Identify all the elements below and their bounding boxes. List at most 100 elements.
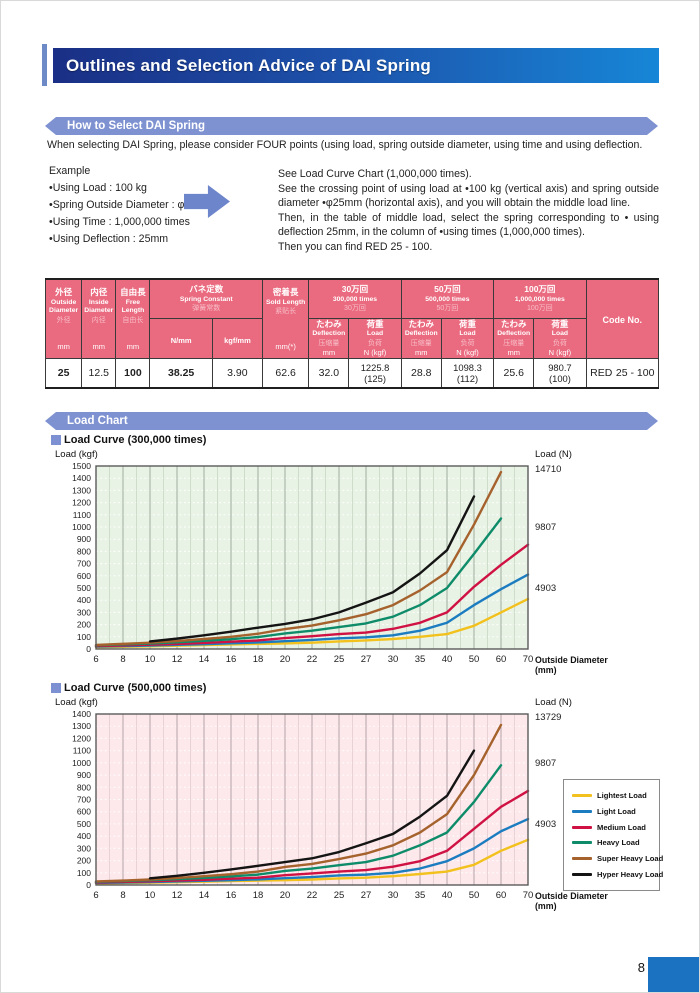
cell-inside-diameter: 12.5 [81, 358, 117, 389]
x-tick-label: 6 [93, 890, 98, 901]
x-tick-label: 40 [442, 890, 453, 901]
y-tick-label: 1000 [72, 522, 91, 532]
sub-header-deflection: たわみ Deflection 压缩量 mm [400, 317, 442, 360]
cell-n-mm: 38.25 [149, 358, 213, 389]
example-item: •Spring Outside Diameter : φ25mm [49, 199, 214, 211]
blue-square-icon [51, 683, 61, 693]
right-axis-label: 13729 [535, 712, 561, 723]
section-banner-how-to-select: How to Select DAI Spring [45, 117, 658, 135]
y-tick-label: 400 [77, 595, 91, 605]
col-header-outside-diameter: 外径 Outside Diameter 外径 mm [44, 278, 83, 360]
y-axis-label-n: Load (N) [535, 449, 572, 460]
sub-header-load: 荷重 Load 负荷 N (kgf) [533, 317, 587, 360]
x-axis-title: Outside Diameter [535, 655, 608, 665]
legend-item: Heavy Load [572, 838, 651, 847]
sub-header-kgf-mm: kgf/mm [211, 317, 264, 360]
x-tick-label: 16 [226, 890, 237, 901]
x-tick-label: 50 [469, 654, 480, 665]
y-tick-label: 1300 [72, 721, 91, 731]
y-axis-label-kgf: Load (kgf) [55, 449, 98, 460]
cell-solid-length: 62.6 [262, 358, 310, 389]
y-tick-label: 700 [77, 795, 91, 805]
x-tick-label: 27 [361, 654, 372, 665]
y-tick-label: 1200 [72, 733, 91, 743]
x-tick-label: 35 [415, 890, 426, 901]
sub-header-load: 荷重 Load 负荷 N (kgf) [440, 317, 495, 360]
instruction-paragraph: Then you can find RED 25 - 100. [278, 240, 433, 253]
legend-item: Lightest Load [572, 791, 651, 800]
y-tick-label: 1300 [72, 485, 91, 495]
x-tick-label: 70 [523, 890, 534, 901]
x-tick-label: 8 [120, 890, 125, 901]
col-header-inside-diameter: 内径 Inside Diameter 内径 mm [81, 278, 117, 360]
x-tick-label: 10 [145, 890, 156, 901]
chart-canvas: 0 100 200 300 400 500 600 700 800 900 1000 1100 1200… [72, 461, 608, 675]
legend-label: Hyper Heavy Load [597, 870, 664, 880]
legend-item: Super Heavy Load [572, 854, 663, 863]
y-tick-label: 900 [77, 770, 91, 780]
right-axis-label: 4903 [535, 819, 556, 830]
example-title: Example [49, 165, 91, 177]
col-header-code-no: Code No. [585, 278, 660, 360]
x-tick-label: 70 [523, 654, 534, 665]
series-super-heavy-load [94, 723, 503, 883]
group-header-1000000-times: 100万回 1,000,000 times 100万回 [493, 278, 587, 319]
cell-load-1m: 980.7 (100) [533, 358, 587, 389]
section-banner-load-chart: Load Chart [45, 412, 658, 430]
y-tick-label: 1000 [72, 758, 91, 768]
series-hyper-heavy-load [148, 749, 476, 880]
cell-code-no: RED 25 - 100 [585, 358, 660, 389]
y-tick-label: 300 [77, 607, 91, 617]
y-tick-label: 1100 [73, 746, 92, 756]
y-tick-label: 400 [77, 831, 91, 841]
legend: Lightest Load Light Load Medium Load Heavy … [563, 779, 664, 891]
x-tick-label: 18 [253, 890, 264, 901]
intro-text: When selecting DAI Spring, please consid… [47, 139, 643, 151]
series-hyper-heavy-load [148, 495, 476, 643]
x-tick-label: 30 [388, 890, 399, 901]
series-medium-load [94, 543, 530, 648]
y-tick-label: 100 [77, 868, 91, 878]
x-tick-label: 12 [172, 890, 183, 901]
x-tick-label: 6 [93, 654, 98, 665]
x-tick-label: 14 [199, 890, 210, 901]
cell-load-300k: 1225.8 (125) [348, 358, 402, 389]
y-tick-label: 800 [77, 546, 91, 556]
example-item: •Using Time : 1,000,000 times [49, 216, 190, 228]
x-tick-label: 22 [307, 654, 318, 665]
x-tick-label: 16 [226, 654, 237, 665]
series-medium-load [94, 789, 530, 884]
instruction-paragraph: Then, in the table of middle load, selec… [278, 211, 659, 239]
right-axis-label: 14710 [535, 464, 561, 475]
legend-label: Lightest Load [597, 790, 647, 800]
group-header-500000-times: 50万回 500,000 times 50万回 [400, 278, 495, 319]
legend-line-swatch [572, 841, 592, 845]
x-tick-label: 12 [172, 654, 183, 665]
x-tick-label: 14 [199, 654, 210, 665]
cell-outside-diameter: 25 [44, 358, 83, 389]
sub-header-deflection: たわみ Deflection 压缩量 mm [308, 317, 350, 360]
sub-header-load: 荷重 Load 负荷 N (kgf) [348, 317, 402, 360]
legend-label: Heavy Load [597, 838, 640, 848]
legend-line-swatch [572, 793, 592, 797]
x-tick-label: 25 [334, 890, 345, 901]
y-tick-label: 900 [77, 534, 91, 544]
spec-table-wrap: 外径 Outside Diameter 外径 mm 内径 Inside Diam… [44, 278, 660, 390]
x-tick-label: 60 [496, 890, 507, 901]
y-tick-label: 0 [86, 880, 91, 890]
y-tick-label: 600 [77, 571, 91, 581]
blue-square-icon [51, 435, 61, 445]
x-tick-label: 40 [442, 654, 453, 665]
chart-title: Load Curve (300,000 times) [51, 434, 206, 446]
x-tick-label: 20 [280, 654, 291, 665]
corner-color-block [648, 957, 699, 992]
right-axis-label: 9807 [535, 758, 556, 769]
x-tick-label: 22 [307, 890, 318, 901]
example-block: Example •Using Load : 100 kg •Spring Out… [49, 163, 229, 248]
x-tick-label: 30 [388, 654, 399, 665]
x-tick-label: 35 [415, 654, 426, 665]
y-tick-label: 1400 [72, 473, 91, 483]
instructions-block: See Load Curve Chart (1,000,000 times). … [278, 167, 659, 255]
legend-item: Light Load [572, 807, 651, 816]
